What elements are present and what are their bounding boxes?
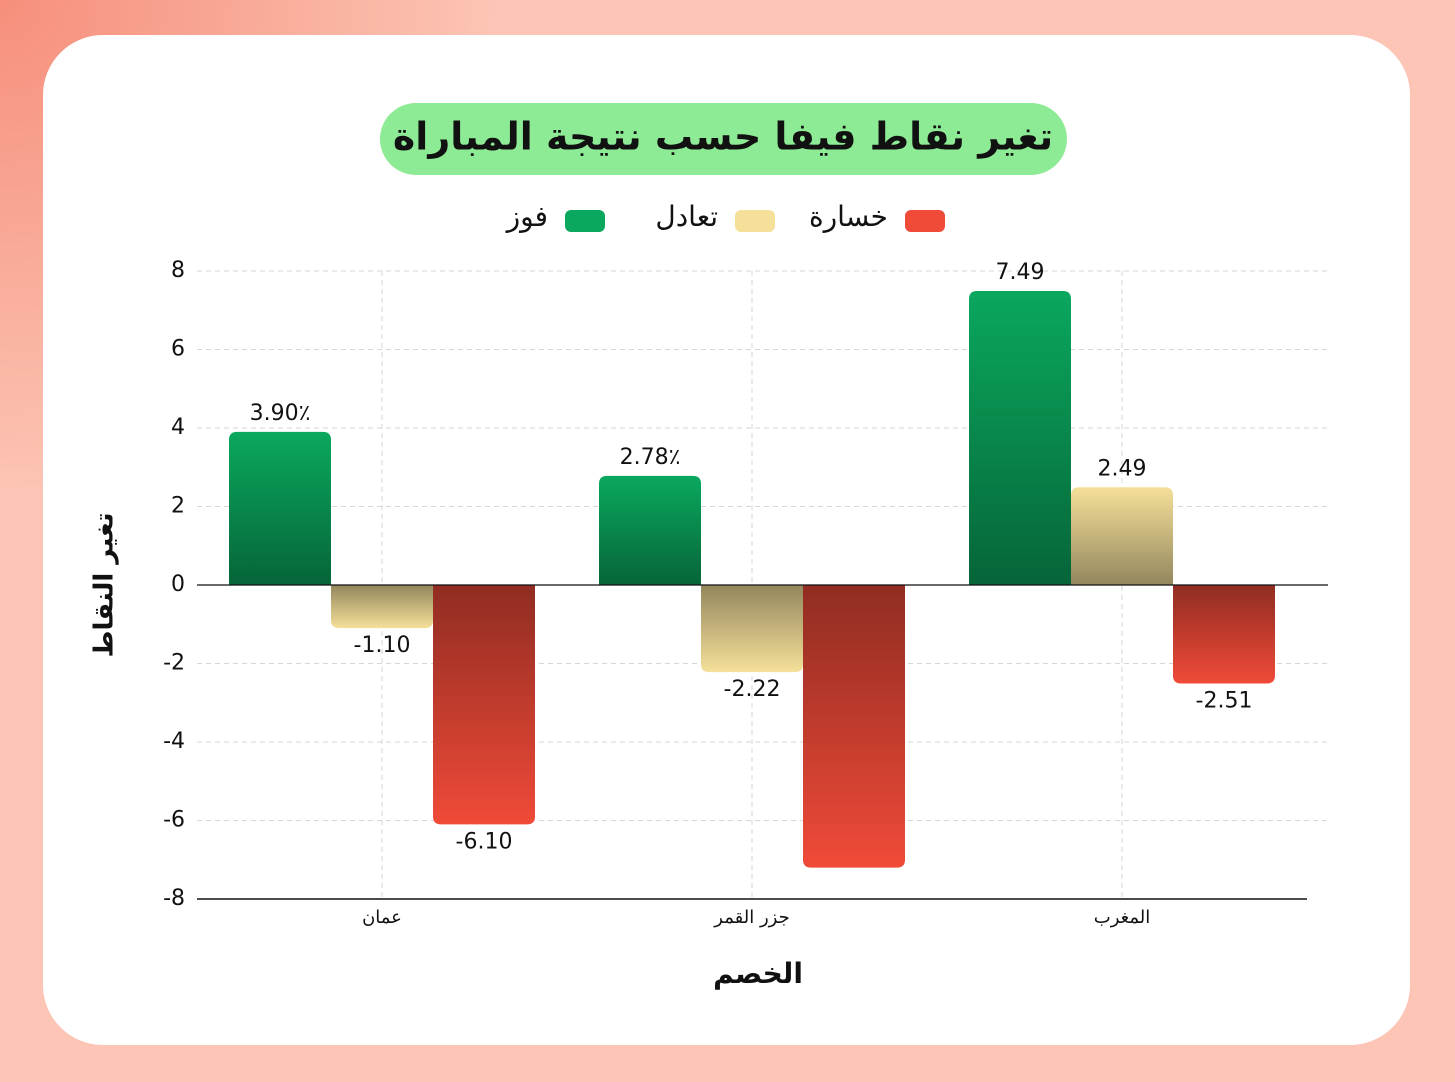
- y-tick-label: 2: [171, 494, 185, 519]
- x-axis-title: الخصم: [713, 957, 803, 990]
- bar-shade: [701, 585, 803, 673]
- bar-shade: [1173, 585, 1275, 684]
- bar-shade: [969, 291, 1071, 585]
- y-tick-label: -2: [163, 651, 185, 676]
- data-label: 2.49: [1098, 456, 1147, 481]
- legend-label: تعادل: [655, 200, 718, 233]
- data-label: -2.22: [724, 677, 781, 702]
- data-label: 2.78٪: [620, 445, 681, 470]
- y-tick-label: -8: [163, 886, 185, 911]
- data-label: -2.51: [1196, 689, 1253, 714]
- card: [43, 35, 1410, 1045]
- legend-label: فوز: [505, 200, 548, 233]
- bar-shade: [229, 431, 331, 585]
- x-tick-label: عمان: [362, 907, 402, 928]
- legend-swatch: [565, 210, 605, 232]
- data-label: 7.49: [996, 260, 1045, 285]
- chart-title: تغير نقاط فيفا حسب نتيجة المباراة: [393, 115, 1053, 159]
- title-pill: [380, 103, 1067, 175]
- y-tick-label: 8: [171, 258, 185, 283]
- legend-label: خسارة: [809, 200, 888, 233]
- bar-shade: [331, 585, 433, 629]
- data-label: -1.10: [354, 633, 411, 658]
- legend-swatch: [735, 210, 775, 232]
- data-label: 3.90٪: [250, 401, 311, 426]
- bar-shade: [803, 585, 905, 868]
- y-tick-label: 4: [171, 415, 185, 440]
- legend-swatch: [905, 210, 945, 232]
- data-label: -6.10: [456, 829, 513, 854]
- x-tick-label: المغرب: [1094, 907, 1150, 928]
- bar-shade: [599, 475, 701, 585]
- x-tick-label: جزر القمر: [713, 907, 789, 928]
- y-axis-title: تغير النقاط: [90, 512, 120, 657]
- bar-shade: [433, 585, 535, 825]
- y-tick-label: 6: [171, 337, 185, 362]
- bar-shade: [1071, 487, 1173, 585]
- y-tick-label: -6: [163, 808, 185, 833]
- y-tick-label: 0: [171, 572, 185, 597]
- y-tick-label: -4: [163, 729, 185, 754]
